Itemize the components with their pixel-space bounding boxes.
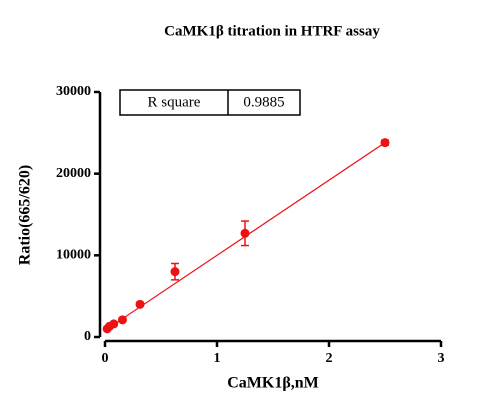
y-axis-label: Ratio(665/620): [17, 165, 34, 265]
chart-title: CaMK1β titration in HTRF assay: [164, 23, 380, 39]
data-point: [170, 267, 180, 277]
y-tick-label: 0: [84, 329, 91, 344]
data-point: [380, 138, 390, 148]
data-point: [109, 319, 119, 329]
x-tick-label: 2: [326, 351, 333, 366]
x-tick-label: 3: [438, 351, 445, 366]
annotation-label: R square: [148, 94, 201, 110]
data-point: [240, 228, 250, 238]
data-point: [135, 299, 145, 309]
y-tick-label: 30000: [56, 84, 91, 99]
x-axis-label: CaMK1β,nM: [227, 375, 319, 392]
data-point: [117, 315, 127, 325]
x-tick-label: 0: [102, 351, 109, 366]
annotation-value: 0.9885: [243, 94, 284, 110]
y-tick-label: 10000: [56, 248, 91, 263]
x-tick-label: 1: [214, 351, 221, 366]
annotation-box: [119, 89, 301, 116]
y-tick-label: 20000: [56, 166, 91, 181]
